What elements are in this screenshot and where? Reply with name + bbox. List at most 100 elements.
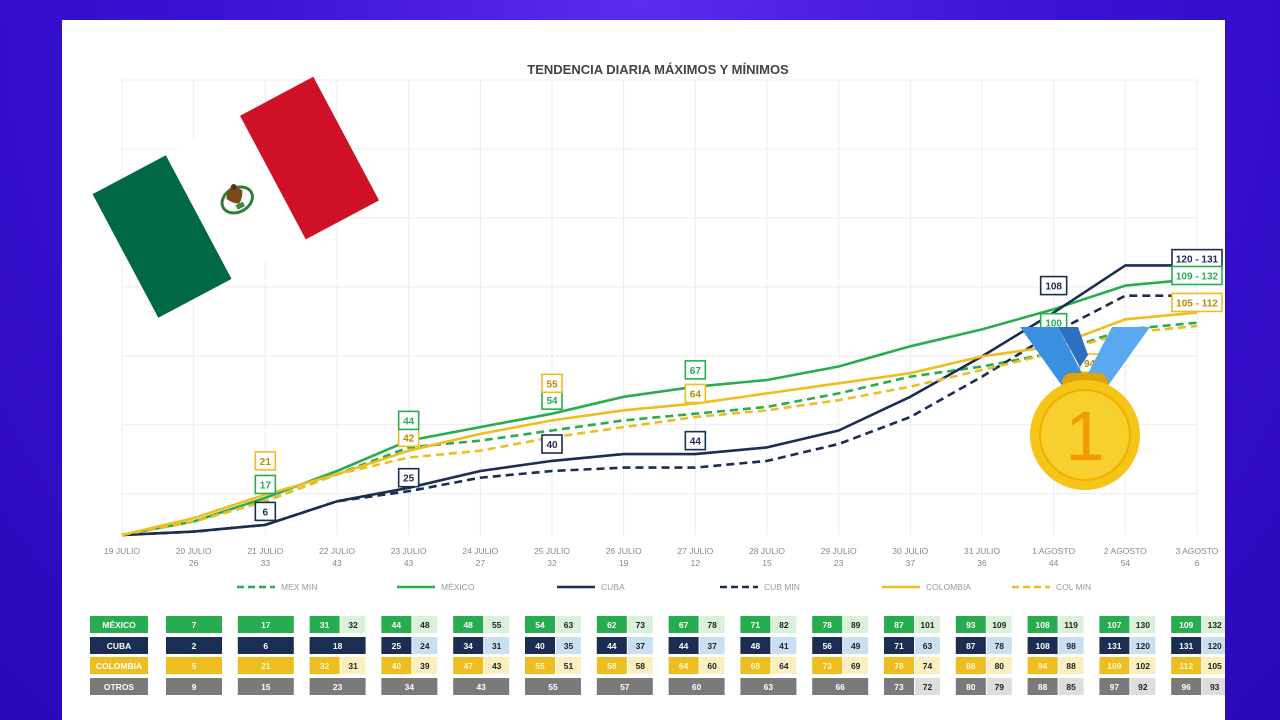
data-label: 100 (1045, 319, 1062, 330)
table-max-cell (884, 678, 914, 695)
table-min-cell (627, 657, 653, 674)
table-max-value: 34 (405, 682, 415, 692)
table-max-cell (453, 637, 484, 654)
table-max-value: 23 (333, 682, 343, 692)
data-label-box: 55 (541, 373, 563, 394)
table-max-value: 60 (692, 682, 702, 692)
table-max-cell (525, 637, 555, 654)
table-max-cell (955, 637, 986, 654)
table-max-cell (525, 678, 581, 695)
table-max-cell (596, 616, 627, 633)
table-min-cell (915, 657, 940, 674)
table-max-value: 112 (1179, 661, 1193, 671)
table-min-cell (1202, 616, 1225, 633)
table-min-cell (1202, 637, 1225, 654)
data-label-border (1039, 275, 1068, 296)
table-max-cell (1027, 637, 1058, 654)
table-max-value: 43 (476, 682, 486, 692)
table-min-value: 130 (1136, 620, 1150, 630)
x-tick-count: 33 (261, 558, 271, 568)
table-min-value: 49 (851, 641, 861, 651)
gold-medal-icon: 1 (1020, 327, 1150, 490)
table-max-value: 62 (607, 620, 617, 630)
x-tick-count: 36 (977, 558, 987, 568)
table-max-value: 6 (263, 641, 268, 651)
legend-label: MÉXICO (441, 582, 475, 592)
table-max-value: 55 (535, 661, 545, 671)
data-label: 108 (1045, 282, 1062, 293)
table-max-value: 87 (966, 641, 976, 651)
table-max-cell (955, 657, 986, 674)
data-label-box: 25 (397, 467, 420, 488)
table-max-value: 32 (320, 661, 330, 671)
table-max-value: 131 (1107, 641, 1121, 651)
table-max-cell (740, 657, 771, 674)
data-label: 17 (260, 480, 272, 491)
legend-item: COLOMBIA (882, 582, 971, 592)
data-label-box: 17 (254, 474, 277, 495)
x-tick-label: 30 JULIO (892, 546, 928, 556)
data-label: 120 - 131 (1176, 255, 1219, 266)
table-min-value: 120 (1136, 641, 1150, 651)
table-min-value: 39 (420, 661, 430, 671)
legend-label: CUBA (601, 582, 625, 592)
table-min-cell (1202, 657, 1225, 674)
table-min-cell (699, 657, 725, 674)
table-min-cell (843, 637, 869, 654)
table-max-cell (812, 657, 843, 674)
table-max-value: 108 (1036, 620, 1050, 630)
x-tick-count: 43 (332, 558, 342, 568)
x-tick-label: 29 JULIO (821, 546, 857, 556)
table-min-value: 109 (992, 620, 1006, 630)
table-max-cell (381, 637, 412, 654)
legend-item: MEX MIN (237, 582, 317, 592)
table-max-value: 31 (320, 620, 330, 630)
table-min-value: 64 (779, 661, 789, 671)
x-tick-label: 28 JULIO (749, 546, 785, 556)
series-line-cuba (121, 264, 1197, 537)
table-min-value: 35 (564, 641, 574, 651)
table-max-value: 109 (1107, 661, 1121, 671)
table-max-cell (884, 616, 914, 633)
table-min-cell (986, 657, 1012, 674)
data-label-box: 6 (254, 501, 277, 522)
table-min-value: 79 (995, 682, 1005, 692)
table-min-cell (484, 637, 510, 654)
table-min-cell (1130, 657, 1156, 674)
data-label: 42 (403, 433, 415, 444)
table-min-value: 80 (995, 661, 1005, 671)
table-max-value: 40 (535, 641, 545, 651)
table-max-cell (1099, 678, 1130, 695)
table-max-value: 15 (261, 682, 271, 692)
table-max-value: 34 (463, 641, 473, 651)
data-label-border (1171, 265, 1223, 286)
table-row-label: MÉXICO (102, 620, 136, 630)
table-max-value: 5 (192, 661, 197, 671)
table-min-cell (986, 637, 1012, 654)
x-tick-label: 25 JULIO (534, 546, 570, 556)
x-tick-count: 23 (834, 558, 844, 568)
table-max-cell (237, 657, 294, 674)
x-tick-count: 6 (1195, 558, 1200, 568)
table-max-cell (309, 657, 340, 674)
table-max-cell (309, 678, 366, 695)
table-max-value: 44 (679, 641, 689, 651)
eagle-emblem-icon (220, 184, 254, 215)
table-min-cell (699, 637, 725, 654)
x-tick-count: 54 (1121, 558, 1131, 568)
x-tick-count: 43 (404, 558, 414, 568)
table-min-value: 92 (1138, 682, 1148, 692)
table-min-cell (1130, 678, 1156, 695)
table-max-cell (525, 616, 555, 633)
table-max-cell (166, 657, 222, 674)
data-label-border (684, 360, 707, 380)
x-tick-label: 2 AGOSTO (1104, 546, 1147, 556)
table-min-value: 58 (636, 661, 646, 671)
x-tick-label: 19 JULIO (104, 546, 140, 556)
x-tick-label: 21 JULIO (247, 546, 283, 556)
data-label-box: 109 - 132 (1171, 265, 1223, 286)
table-max-value: 80 (966, 682, 976, 692)
table-max-value: 57 (620, 682, 630, 692)
table-max-cell (237, 678, 294, 695)
table-max-cell (1171, 657, 1202, 674)
